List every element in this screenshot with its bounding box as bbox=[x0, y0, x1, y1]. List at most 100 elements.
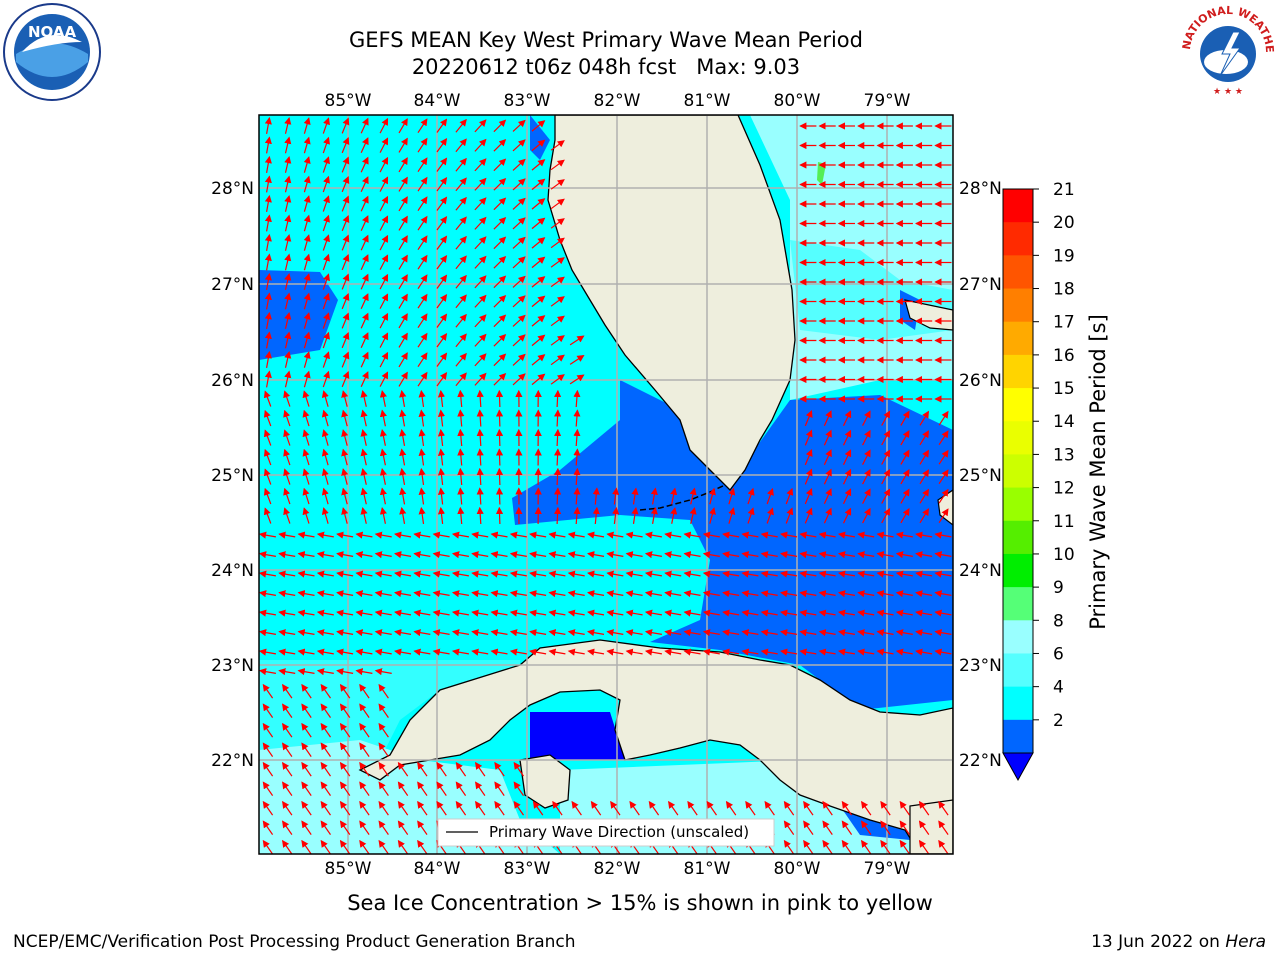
colorbar-band bbox=[1003, 719, 1033, 754]
lon-label: 85°W bbox=[325, 91, 372, 111]
wave-arrow bbox=[702, 648, 720, 656]
wave-arrow bbox=[316, 609, 334, 617]
wave-arrow bbox=[374, 609, 392, 617]
wave-arrow bbox=[629, 800, 640, 816]
wave-arrow bbox=[857, 648, 875, 656]
wave-arrow bbox=[741, 648, 759, 656]
wave-arrow bbox=[804, 468, 813, 485]
wave-arrow bbox=[417, 800, 428, 816]
colorbar-tick-label: 6 bbox=[1053, 644, 1064, 664]
wave-arrow bbox=[417, 761, 428, 777]
wave-arrow bbox=[664, 629, 682, 637]
lat-label: 28°N bbox=[211, 179, 254, 199]
wave-arrow bbox=[683, 629, 701, 637]
wave-arrow bbox=[625, 551, 643, 559]
wave-arrow bbox=[899, 800, 910, 816]
wave-arrow bbox=[374, 570, 392, 578]
wave-arrow bbox=[548, 570, 566, 578]
wave-arrow bbox=[437, 428, 446, 446]
wave-arrow bbox=[573, 448, 581, 466]
wave-arrow bbox=[451, 531, 470, 539]
wave-arrow bbox=[336, 668, 354, 676]
colorbar-tick-label: 16 bbox=[1053, 346, 1075, 366]
wave-arrow bbox=[799, 609, 817, 617]
lat-label: 22°N bbox=[211, 751, 254, 771]
wave-arrow bbox=[474, 353, 487, 367]
colorbar-band bbox=[1003, 620, 1033, 654]
wave-arrow bbox=[341, 507, 349, 524]
wave-arrow bbox=[529, 648, 547, 656]
wave-arrow bbox=[512, 314, 526, 327]
wave-arrow bbox=[264, 272, 272, 291]
wave-arrow bbox=[417, 371, 428, 387]
wave-arrow bbox=[379, 215, 389, 231]
wave-arrow bbox=[567, 629, 585, 637]
wave-arrow bbox=[341, 448, 349, 466]
wave-arrow bbox=[934, 648, 952, 656]
wave-arrow bbox=[644, 590, 663, 598]
wave-arrow bbox=[818, 570, 836, 578]
wave-arrow bbox=[606, 531, 624, 539]
wave-arrow bbox=[399, 389, 407, 408]
wave-arrow bbox=[841, 800, 853, 816]
wave-arrow bbox=[509, 531, 527, 539]
wave-arrow bbox=[437, 448, 446, 466]
colorbar-band bbox=[1003, 222, 1033, 256]
wave-arrow bbox=[606, 629, 624, 637]
wave-arrow bbox=[282, 839, 293, 854]
wave-arrow bbox=[359, 800, 370, 816]
wave-arrow bbox=[572, 860, 581, 873]
wave-arrow bbox=[804, 409, 813, 427]
wave-arrow bbox=[341, 136, 350, 154]
wave-arrow bbox=[321, 507, 329, 524]
wave-arrow bbox=[512, 197, 526, 210]
wave-arrow bbox=[341, 409, 349, 427]
wave-arrow bbox=[378, 722, 389, 738]
wave-arrow bbox=[379, 371, 389, 387]
wave-arrow bbox=[297, 531, 315, 539]
colorbar-band bbox=[1003, 587, 1033, 621]
wave-arrow bbox=[259, 609, 277, 617]
wave-arrow bbox=[512, 295, 526, 308]
wave-arrow bbox=[455, 800, 467, 816]
wave-arrow bbox=[417, 215, 428, 231]
wave-arrow bbox=[397, 761, 409, 777]
wave-arrow bbox=[283, 468, 291, 485]
wave-arrow bbox=[512, 158, 526, 171]
wave-arrow bbox=[780, 531, 798, 539]
wave-arrow bbox=[457, 409, 465, 427]
wave-arrow bbox=[529, 570, 547, 578]
wave-arrow bbox=[284, 370, 292, 388]
colorbar-tick-label: 15 bbox=[1053, 379, 1075, 399]
wave-arrow bbox=[494, 781, 505, 796]
wave-arrow bbox=[284, 117, 292, 134]
wave-arrow bbox=[336, 570, 354, 578]
wave-arrow bbox=[509, 570, 527, 578]
wave-arrow bbox=[301, 722, 312, 738]
wave-arrow bbox=[413, 609, 431, 617]
wave-arrow bbox=[857, 629, 875, 637]
map-area: Primary Wave Direction (unscaled) bbox=[259, 115, 953, 873]
wave-arrow bbox=[297, 570, 315, 578]
wave-direction-arrows bbox=[259, 116, 952, 873]
credit-date: 13 Jun 2022 on Hera bbox=[1091, 932, 1266, 952]
wave-arrow bbox=[259, 648, 277, 656]
wave-arrow bbox=[341, 175, 350, 193]
wave-arrow bbox=[741, 551, 759, 559]
wave-arrow bbox=[455, 761, 467, 777]
wave-arrow bbox=[760, 648, 778, 656]
wave-arrow bbox=[649, 860, 658, 873]
wave-arrow bbox=[278, 590, 296, 598]
wave-arrow bbox=[301, 761, 312, 777]
wave-arrow bbox=[664, 648, 682, 656]
wave-arrow bbox=[822, 820, 833, 835]
wave-arrow bbox=[683, 551, 701, 559]
wave-arrow bbox=[399, 487, 407, 505]
wave-arrow bbox=[301, 703, 312, 718]
wave-arrow bbox=[842, 449, 852, 465]
wave-arrow bbox=[938, 430, 949, 446]
legend-label: Primary Wave Direction (unscaled) bbox=[489, 823, 749, 841]
lon-label: 84°W bbox=[414, 91, 461, 111]
wave-arrow bbox=[554, 389, 562, 408]
colorbar-band bbox=[1003, 288, 1033, 323]
